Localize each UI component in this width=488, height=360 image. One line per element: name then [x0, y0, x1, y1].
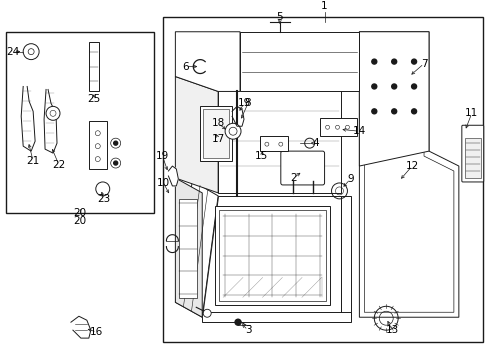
Bar	[163, 17, 482, 342]
Bar	[341, 196, 351, 317]
Text: 24: 24	[7, 47, 20, 57]
Circle shape	[371, 109, 376, 114]
Text: 17: 17	[211, 134, 224, 144]
Text: 15: 15	[255, 151, 268, 161]
Text: 6: 6	[182, 62, 188, 72]
Circle shape	[411, 59, 416, 64]
Bar	[260, 136, 287, 151]
Bar	[179, 199, 197, 298]
Bar	[219, 210, 325, 301]
Bar	[89, 42, 99, 91]
Bar	[6, 32, 154, 213]
Polygon shape	[44, 89, 57, 153]
Circle shape	[224, 123, 241, 139]
Bar	[464, 138, 480, 178]
Polygon shape	[175, 77, 218, 193]
Circle shape	[23, 44, 39, 60]
Text: 19: 19	[237, 98, 250, 108]
Circle shape	[371, 84, 376, 89]
Circle shape	[411, 109, 416, 114]
Polygon shape	[175, 178, 202, 317]
Polygon shape	[232, 106, 244, 126]
Circle shape	[203, 309, 211, 317]
Text: 12: 12	[405, 161, 418, 171]
Text: 7: 7	[420, 59, 427, 69]
FancyBboxPatch shape	[461, 125, 483, 182]
Polygon shape	[359, 32, 428, 166]
Text: 25: 25	[87, 94, 100, 104]
Circle shape	[50, 110, 56, 116]
FancyBboxPatch shape	[280, 151, 324, 185]
Text: 19: 19	[156, 151, 169, 161]
Text: 23: 23	[97, 194, 110, 204]
Circle shape	[391, 109, 396, 114]
Polygon shape	[21, 86, 35, 151]
Text: 3: 3	[244, 325, 251, 335]
Text: 5: 5	[276, 12, 283, 22]
Polygon shape	[175, 32, 240, 91]
Circle shape	[96, 182, 109, 196]
Circle shape	[110, 158, 121, 168]
Text: 2: 2	[290, 173, 296, 183]
Text: 11: 11	[464, 108, 477, 118]
Circle shape	[28, 49, 34, 55]
Polygon shape	[175, 181, 218, 317]
Circle shape	[110, 138, 121, 148]
Bar	[200, 106, 232, 161]
Circle shape	[114, 161, 118, 165]
Text: 21: 21	[26, 156, 40, 166]
Polygon shape	[359, 32, 458, 317]
Polygon shape	[364, 37, 453, 312]
Bar	[89, 121, 106, 169]
Text: 1: 1	[321, 1, 327, 11]
Text: 16: 16	[90, 327, 103, 337]
Text: 20: 20	[73, 216, 86, 226]
Circle shape	[411, 84, 416, 89]
Circle shape	[391, 59, 396, 64]
Text: 22: 22	[52, 160, 65, 170]
Text: 20: 20	[73, 208, 86, 218]
Polygon shape	[202, 196, 341, 317]
Text: 13: 13	[385, 325, 398, 335]
Text: 14: 14	[352, 126, 365, 136]
Bar	[215, 206, 329, 305]
Bar	[319, 118, 357, 136]
Text: 9: 9	[346, 174, 353, 184]
Circle shape	[46, 106, 60, 120]
Text: 10: 10	[157, 178, 170, 188]
Text: 4: 4	[312, 138, 318, 148]
Polygon shape	[71, 316, 91, 338]
Polygon shape	[218, 67, 341, 193]
Polygon shape	[168, 166, 178, 186]
Text: 18: 18	[211, 118, 224, 128]
Polygon shape	[240, 32, 359, 91]
Bar	[202, 312, 351, 322]
Circle shape	[235, 319, 241, 325]
Bar	[203, 109, 228, 158]
Circle shape	[114, 141, 118, 145]
Circle shape	[371, 59, 376, 64]
Circle shape	[391, 84, 396, 89]
Text: 8: 8	[244, 98, 251, 108]
